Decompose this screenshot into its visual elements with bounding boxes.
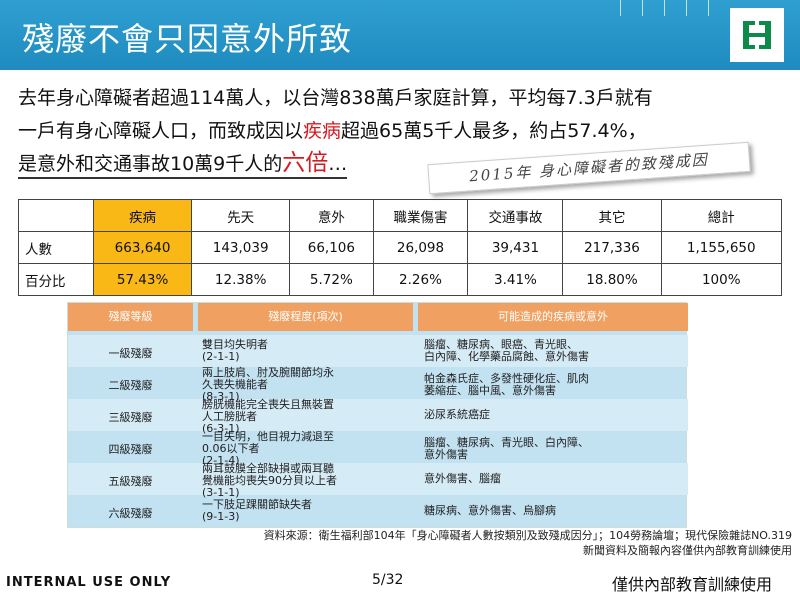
disability-cause: 腦瘤、糖尿病、眼癌、青光眼、 白內障、化學藥品腐蝕、意外傷害 (424, 338, 589, 363)
disability-level: 二級殘廢 (108, 379, 153, 392)
table-cell: 39,431 (467, 231, 564, 264)
table-cell: 66,106 (289, 231, 374, 264)
bank-logo-icon (743, 21, 771, 49)
table-header-cell (18, 199, 94, 232)
header-band: 殘廢不會只因意外所致 (0, 0, 800, 70)
disability-cause: 泌尿系統癌症 (424, 408, 490, 421)
disability-level-table: 殘廢等級 殘廢程度(項次) 可能造成的疾病或意外 一級殘廢 雙目均失明者 (2-… (67, 302, 688, 528)
level-column-header: 殘廢等級 (68, 303, 193, 331)
table-cell: 26,098 (372, 231, 469, 264)
intro-line-2-post: 超過65萬5千人最多，約占57.4%， (341, 120, 647, 142)
disability-level: 四級殘廢 (108, 443, 153, 456)
disability-cause: 帕金森氏症、多發性硬化症、肌肉 萎縮症、腦中風、意外傷害 (424, 372, 589, 397)
table-header-cell: 其它 (562, 199, 662, 232)
table-header-cell: 疾病 (92, 199, 193, 232)
header-decoration (620, 0, 730, 16)
disability-degree: 一下肢足踝關節缺失者 (9-1-3) (202, 498, 312, 523)
intro-text: 去年身心障礙者超過114萬人，以台灣838萬戶家庭計算，平均每7.3戶就有 一戶… (18, 82, 788, 181)
disability-level: 三級殘廢 (108, 411, 153, 424)
logo (730, 8, 784, 62)
row-background (68, 463, 688, 495)
disability-degree: 兩上肢肩、肘及腕關節均永 久喪失機能者 (8-3-1) (202, 366, 334, 403)
table-header-cell: 意外 (289, 199, 374, 232)
intro-line-3-underlined: 是意外和交通事故10萬9千人的六倍… (18, 150, 348, 179)
disability-cause: 意外傷害、腦瘤 (424, 472, 501, 485)
table-header-row: 疾病 先天 意外 職業傷害 交通事故 其它 總計 (18, 199, 783, 232)
table-header-cell: 交通事故 (467, 199, 564, 232)
disability-degree: 膀胱機能完全喪失且無裝置 人工膀胱者 (6-3-1) (202, 398, 334, 435)
table-cell: 5.72% (289, 263, 374, 296)
highlight-disease: 疾病 (303, 120, 342, 142)
page-title: 殘廢不會只因意外所致 (22, 20, 353, 58)
disability-degree: 一目失明，他目視力減退至 0.06以下者 (2-1-4) (202, 430, 334, 467)
disability-degree: 雙目均失明者 (2-1-1) (202, 338, 268, 363)
table-cell: 143,039 (191, 231, 291, 264)
intro-line-2-pre: 一戶有身心障礙人口，而致成因以 (18, 120, 304, 142)
source-line-1: 資料來源：衛生福利部104年「身心障礙者人數按類別及致殘成因分」；104勞務論壇… (263, 529, 792, 542)
table-header-cell: 職業傷害 (372, 199, 469, 232)
table-cell: 18.80% (562, 263, 662, 296)
degree-column-header: 殘廢程度(項次) (198, 303, 413, 331)
disability-cause: 腦瘤、糖尿病、青光眼、白內障、 意外傷害 (424, 436, 589, 461)
table-row: 百分比 57.43% 12.38% 5.72% 2.26% 3.41% 18.8… (18, 263, 783, 296)
footer-internal-label: INTERNAL USE ONLY (6, 575, 172, 590)
disability-cause: 糖尿病、意外傷害、烏腳病 (424, 504, 556, 517)
table-header-cell: 先天 (191, 199, 291, 232)
row-background (68, 335, 688, 367)
source-note: 資料來源：衛生福利部104年「身心障礙者人數按類別及致殘成因分」；104勞務論壇… (264, 528, 792, 558)
table-cell: 3.41% (467, 263, 564, 296)
intro-line-2: 一戶有身心障礙人口，而致成因以疾病超過65萬5千人最多，約占57.4%， (18, 115, 788, 148)
table-row: 人數 663,640 143,039 66,106 26,098 39,431 … (18, 231, 783, 264)
table-cell: 663,640 (92, 231, 193, 264)
intro-line-3-post: … (328, 153, 348, 175)
table-cell: 2.26% (372, 263, 469, 296)
page-number: 5/32 (372, 572, 404, 588)
highlight-six-times: 六倍 (282, 150, 329, 176)
cause-column-header: 可能造成的疾病或意外 (418, 303, 688, 331)
intro-line-3-pre: 是意外和交通事故10萬9千人的 (18, 153, 283, 175)
table-cell: 57.43% (92, 263, 193, 296)
disability-cause-table: 疾病 先天 意外 職業傷害 交通事故 其它 總計 人數 663,640 143,… (18, 199, 783, 296)
table-cell: 百分比 (18, 263, 94, 296)
table-cell: 217,336 (562, 231, 662, 264)
footer-training-note: 僅供內部教育訓練使用 (612, 575, 773, 594)
intro-line-1: 去年身心障礙者超過114萬人，以台灣838萬戶家庭計算，平均每7.3戶就有 (18, 87, 653, 109)
disability-degree: 兩耳鼓膜全部缺損或兩耳聽 覺機能均喪失90分貝以上者 (3-1-1) (202, 462, 337, 499)
table-header-cell: 總計 (660, 199, 783, 232)
row-background (68, 399, 688, 431)
disability-level: 五級殘廢 (108, 475, 153, 488)
source-line-2: 新聞資料及簡報內容僅供內部教育訓練使用 (583, 544, 792, 557)
disability-level: 六級殘廢 (108, 507, 153, 520)
table-cell: 100% (660, 263, 783, 296)
table-cell: 人數 (18, 231, 94, 264)
table-cell: 12.38% (191, 263, 291, 296)
disability-level: 一級殘廢 (108, 347, 153, 360)
intro-line-3: 是意外和交通事故10萬9千人的六倍… (18, 148, 788, 181)
table-cell: 1,155,650 (660, 231, 783, 264)
